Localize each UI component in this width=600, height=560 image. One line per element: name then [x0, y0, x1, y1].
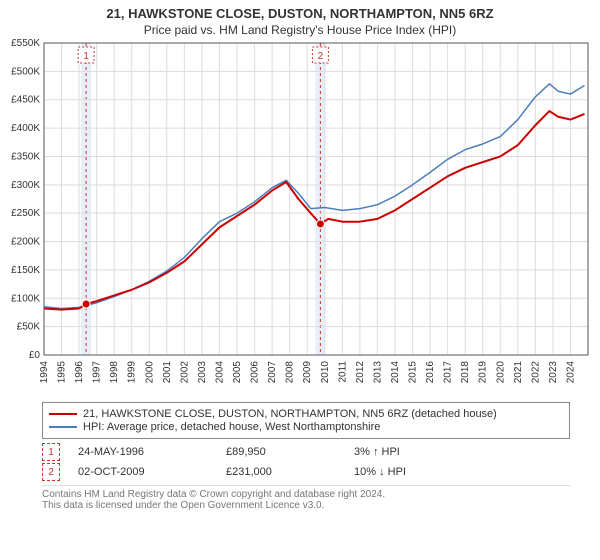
legend-label-hpi: HPI: Average price, detached house, West… [83, 421, 380, 433]
svg-text:1996: 1996 [74, 361, 85, 384]
sale-date: 02-OCT-2009 [78, 466, 208, 478]
svg-text:£550K: £550K [11, 38, 40, 49]
svg-text:2009: 2009 [302, 361, 313, 384]
svg-text:2013: 2013 [372, 361, 383, 384]
svg-text:1997: 1997 [92, 361, 103, 384]
svg-text:1999: 1999 [127, 361, 138, 384]
sale-row: 1 24-MAY-1996 £89,950 3% ↑ HPI [42, 443, 570, 461]
svg-text:£0: £0 [29, 350, 41, 361]
svg-text:2021: 2021 [513, 361, 524, 384]
title-subtitle: Price paid vs. HM Land Registry's House … [0, 23, 600, 37]
svg-text:£350K: £350K [11, 151, 40, 162]
svg-text:£200K: £200K [11, 237, 40, 248]
svg-text:2: 2 [318, 51, 324, 62]
sale-price: £231,000 [226, 466, 336, 478]
sale-date: 24-MAY-1996 [78, 446, 208, 458]
svg-text:2020: 2020 [495, 361, 506, 384]
svg-text:2007: 2007 [267, 361, 278, 384]
svg-text:2006: 2006 [250, 361, 261, 384]
legend: 21, HAWKSTONE CLOSE, DUSTON, NORTHAMPTON… [42, 402, 570, 439]
svg-text:2019: 2019 [478, 361, 489, 384]
svg-text:1: 1 [83, 51, 89, 62]
attribution-line2: This data is licensed under the Open Gov… [42, 500, 570, 511]
svg-text:2003: 2003 [197, 361, 208, 384]
price-chart: £0 £50K £100K £150K £200K £250K £300K £350K £400… [0, 37, 600, 400]
title-address: 21, HAWKSTONE CLOSE, DUSTON, NORTHAMPTON… [0, 6, 600, 21]
svg-text:£400K: £400K [11, 123, 40, 134]
svg-text:£150K: £150K [11, 265, 40, 276]
svg-text:2001: 2001 [162, 361, 173, 384]
svg-text:2005: 2005 [232, 361, 243, 384]
svg-text:1998: 1998 [109, 361, 120, 384]
sale-price: £89,950 [226, 446, 336, 458]
svg-text:£300K: £300K [11, 180, 40, 191]
attribution-line1: Contains HM Land Registry data © Crown c… [42, 489, 570, 500]
svg-text:£450K: £450K [11, 95, 40, 106]
legend-swatch-hpi [49, 426, 77, 428]
sale-delta: 3% ↑ HPI [354, 446, 400, 458]
svg-text:£100K: £100K [11, 293, 40, 304]
svg-text:2015: 2015 [408, 361, 419, 384]
svg-text:2012: 2012 [355, 361, 366, 384]
svg-text:£500K: £500K [11, 66, 40, 77]
svg-text:1995: 1995 [57, 361, 68, 384]
sale-marker-icon: 1 [42, 443, 60, 461]
svg-text:2017: 2017 [443, 361, 454, 384]
svg-text:2011: 2011 [337, 361, 348, 383]
sale-marker-icon: 2 [42, 463, 60, 481]
legend-swatch-price [49, 413, 77, 415]
svg-text:2000: 2000 [144, 361, 155, 384]
sale-events: 1 24-MAY-1996 £89,950 3% ↑ HPI 2 02-OCT-2009 £… [0, 443, 600, 481]
svg-text:2023: 2023 [548, 361, 559, 384]
svg-text:2024: 2024 [565, 361, 576, 384]
legend-label-price: 21, HAWKSTONE CLOSE, DUSTON, NORTHAMPTON… [83, 408, 497, 420]
sale-delta: 10% ↓ HPI [354, 466, 406, 478]
sale-row: 2 02-OCT-2009 £231,000 10% ↓ HPI [42, 463, 570, 481]
svg-text:2002: 2002 [179, 361, 190, 384]
svg-text:£250K: £250K [11, 208, 40, 219]
svg-text:2014: 2014 [390, 361, 401, 384]
svg-text:2018: 2018 [460, 361, 471, 384]
svg-text:2004: 2004 [214, 361, 225, 384]
svg-text:2008: 2008 [285, 361, 296, 384]
svg-text:2016: 2016 [425, 361, 436, 384]
attribution: Contains HM Land Registry data © Crown c… [42, 485, 570, 511]
svg-text:2022: 2022 [530, 361, 541, 384]
svg-text:2010: 2010 [320, 361, 331, 384]
svg-text:1994: 1994 [39, 361, 50, 384]
svg-text:£50K: £50K [17, 322, 41, 333]
